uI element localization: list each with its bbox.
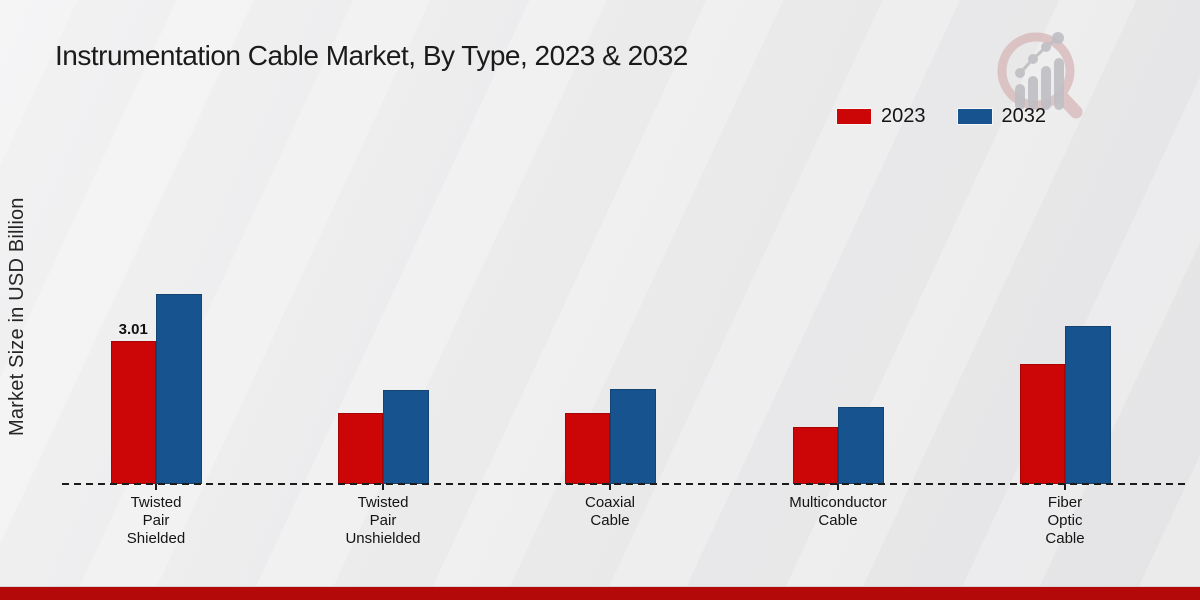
growth-bars-icon — [1015, 58, 1064, 110]
bar-2023-coaxial-cable — [564, 412, 610, 484]
bar-2032-coaxial-cable — [610, 389, 656, 484]
x-axis-tick-fiber-optic-cable — [1064, 484, 1066, 490]
x-axis-tick-twisted-pair-shielded — [155, 484, 157, 490]
legend-item-2032: 2032 — [957, 105, 1047, 128]
legend-swatch-2032 — [957, 109, 992, 124]
legend: 2023 2032 — [837, 105, 1046, 128]
brand-watermark-logo — [997, 32, 1083, 119]
x-axis-tick-multiconductor-cable — [837, 484, 839, 490]
legend-label-2032: 2032 — [1001, 105, 1047, 127]
footer-divider — [0, 586, 1200, 587]
x-axis-label-coaxial-cable: Coaxial Cable — [584, 494, 636, 529]
x-axis-label-fiber-optic-cable: Fiber Optic Cable — [1045, 494, 1085, 547]
legend-label-2023: 2023 — [881, 105, 926, 127]
x-axis-label-twisted-pair-shielded: Twisted Pair Shielded — [126, 494, 186, 547]
x-axis-tick-coaxial-cable — [609, 484, 611, 490]
legend-swatch-2023 — [837, 109, 871, 124]
bar-2023-multiconductor-cable — [792, 427, 838, 484]
bar-2032-twisted-pair-shielded — [156, 294, 202, 484]
bar-2032-multiconductor-cable — [838, 406, 884, 484]
trend-line-icon — [1015, 32, 1064, 78]
legend-item-2023: 2023 — [837, 105, 926, 128]
bar-2023-fiber-optic-cable — [1019, 363, 1065, 484]
x-axis-label-multiconductor-cable: Multiconductor Cable — [789, 494, 887, 529]
value-label-2023: 3.01 — [118, 321, 148, 339]
bar-2032-twisted-pair-unshielded — [383, 390, 429, 484]
footer-accent-bar — [0, 587, 1200, 600]
chart-title: Instrumentation Cable Market, By Type, 2… — [55, 40, 688, 71]
bar-2023-twisted-pair-unshielded — [337, 412, 383, 484]
x-axis-label-twisted-pair-unshielded: Twisted Pair Unshielded — [345, 494, 421, 547]
bar-2023-twisted-pair-shielded — [110, 341, 156, 484]
x-axis-tick-twisted-pair-unshielded — [382, 484, 384, 490]
bar-2032-fiber-optic-cable — [1065, 326, 1111, 484]
x-axis-baseline — [62, 483, 1188, 485]
